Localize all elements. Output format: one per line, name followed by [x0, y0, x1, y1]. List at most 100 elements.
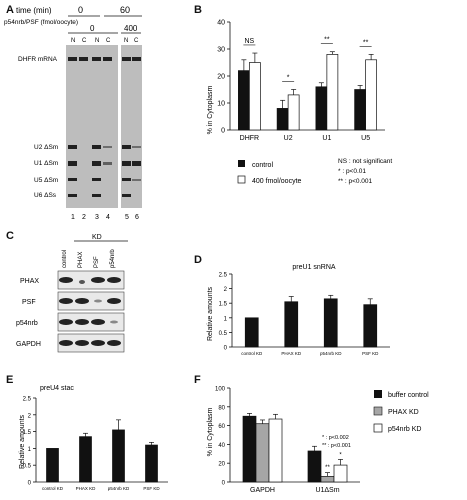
y-tick-label: 20 — [218, 462, 225, 468]
gel-band — [92, 161, 101, 166]
panel-d: D preU1 snRNA Relative amounts 0 0.5 1 1.5 2… — [190, 252, 467, 367]
note-b-p1: * : p<0.01 — [338, 168, 366, 175]
significance-marker: ** — [363, 39, 369, 46]
blot-row-psf: PSF — [22, 299, 36, 306]
rna-label-u5: U5 ΔSm — [34, 177, 58, 184]
blot-col-psf: PSF — [94, 256, 100, 268]
blot-band — [107, 298, 121, 304]
gel-band — [92, 194, 101, 197]
bar — [145, 444, 158, 483]
y-tick-label: 0 — [224, 346, 228, 352]
gel-band — [92, 145, 101, 149]
y-tick-label: 100 — [215, 387, 226, 393]
significance-marker: ** — [324, 37, 330, 44]
blot-band — [59, 298, 73, 304]
bar — [276, 108, 289, 131]
x-tick-label: PHAX KD — [281, 351, 302, 356]
y-tick-label: 0.5 — [219, 331, 228, 337]
blot-band — [107, 340, 121, 346]
chart-b-ylabel: % in Cytoplasm — [207, 86, 214, 135]
legend-b-control: control — [252, 162, 273, 169]
chart-b: % in Cytoplasm control 400 fmol/oocyte N… — [207, 20, 392, 186]
x-tick-label: DHFR — [240, 135, 259, 142]
lane-header-3: N — [95, 38, 99, 44]
gel-band — [132, 146, 141, 148]
blot-band — [59, 319, 73, 325]
x-tick-label: U2 — [284, 135, 293, 142]
bar — [333, 464, 348, 483]
y-tick-label: 1.5 — [219, 302, 228, 308]
chart-e: preU4 stac Relative amounts 0 0.5 1 1.5 2 2.5… — [19, 385, 168, 491]
blot-band — [94, 299, 102, 303]
panel-e-label: E — [6, 374, 14, 386]
gel-band — [68, 145, 77, 149]
panel-a: A time (min) 0 60 p54nrb/PSF (fmol/oocyt… — [0, 0, 170, 225]
gel-band — [132, 161, 141, 166]
blot-band — [110, 320, 118, 324]
rna-label-u2: U2 ΔSm — [34, 144, 58, 151]
gel-band — [92, 178, 101, 181]
bar — [320, 476, 335, 483]
legend-f-phax-swatch — [373, 406, 383, 416]
legend-f-p54nrb-swatch — [373, 423, 383, 433]
bar — [354, 89, 366, 131]
lane-number-1: 1 — [71, 214, 75, 221]
chart-f: % in Cytoplasm buffer control PHAX KD p5… — [207, 387, 429, 495]
gel-band — [132, 179, 141, 181]
panel-a-label: A — [6, 4, 14, 16]
dose-0: 0 — [90, 24, 95, 33]
legend-f-phax: PHAX KD — [388, 409, 419, 416]
blot-band — [59, 277, 73, 283]
panel-c-label: C — [6, 230, 14, 242]
y-tick-label: 1.5 — [23, 430, 32, 436]
y-tick-label: 0 — [221, 128, 225, 135]
bar — [365, 59, 377, 131]
panel-b: B % in Cytoplasm control 400 fmol/oocyte… — [190, 0, 467, 225]
chart-d-title: preU1 snRNA — [292, 264, 336, 271]
rna-label-dhfr: DHFR mRNA — [18, 56, 58, 63]
blot-band — [79, 280, 85, 284]
bar — [242, 415, 257, 483]
time-60: 60 — [120, 5, 130, 15]
blot-band — [91, 277, 105, 283]
x-tick-label: GAPDH — [250, 487, 275, 494]
y-tick-label: 2 — [28, 413, 32, 419]
gel-image-left — [66, 45, 118, 208]
lane-header-2: C — [82, 38, 87, 44]
note-b-p2: ** : p<0.001 — [338, 178, 373, 185]
note-f-p2: ** : p<0.001 — [322, 443, 351, 449]
x-tick-label: control KD — [42, 486, 64, 491]
y-tick-label: 1 — [28, 447, 32, 453]
x-tick-label: PSF KD — [143, 486, 160, 491]
x-tick-label: U5 — [361, 135, 370, 142]
y-tick-label: 0 — [222, 481, 226, 487]
legend-f-buffer: buffer control — [388, 392, 429, 399]
bar — [284, 301, 299, 348]
x-tick-label: p54nrb KD — [320, 351, 342, 356]
gel-figure: time (min) 0 60 p54nrb/PSF (fmol/oocyte)… — [4, 5, 142, 221]
note-b-ns: NS : not significant — [338, 158, 392, 165]
lane-number-6: 6 — [135, 214, 139, 221]
bar — [244, 317, 259, 348]
blot-band — [91, 340, 105, 346]
kd-label: KD — [92, 234, 102, 241]
gel-band — [68, 194, 77, 197]
y-tick-label: 0 — [28, 481, 32, 487]
lane-number-3: 3 — [95, 214, 99, 221]
gel-band — [68, 161, 77, 166]
significance-marker: NS — [245, 38, 255, 45]
lane-number-2: 2 — [82, 214, 86, 221]
rna-label-u6: U6 ΔSs — [34, 192, 57, 199]
blot-band — [107, 277, 121, 283]
significance-marker: * — [339, 453, 342, 459]
significance-marker: ** — [325, 465, 330, 471]
time-label: time (min) — [16, 6, 52, 15]
gel-band — [79, 57, 88, 61]
y-tick-label: 1 — [224, 316, 228, 322]
y-tick-label: 10 — [217, 101, 225, 108]
blot-band — [75, 340, 89, 346]
blot-col-phax: PHAX — [78, 252, 84, 268]
panel-e: E preU4 stac Relative amounts 0 0.5 1 1.5 2 2… — [0, 370, 175, 500]
gel-image-right — [121, 45, 142, 208]
blot-band — [75, 298, 89, 304]
